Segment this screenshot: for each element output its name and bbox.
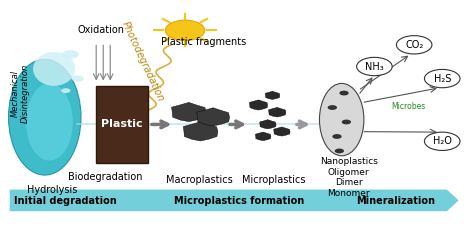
Ellipse shape	[26, 83, 73, 161]
FancyBboxPatch shape	[96, 86, 147, 163]
Text: H₂S: H₂S	[434, 74, 451, 84]
Text: H₂O: H₂O	[433, 136, 452, 146]
Text: Photodegradation: Photodegradation	[120, 20, 166, 103]
Circle shape	[424, 69, 460, 88]
Text: Microplastics: Microplastics	[242, 175, 306, 185]
Text: Oxidation: Oxidation	[77, 25, 124, 35]
Polygon shape	[183, 122, 218, 141]
Polygon shape	[9, 190, 458, 211]
Circle shape	[356, 57, 392, 76]
Polygon shape	[197, 108, 229, 126]
Circle shape	[332, 134, 342, 139]
Polygon shape	[265, 91, 280, 99]
Circle shape	[328, 105, 337, 110]
Circle shape	[396, 36, 432, 54]
Text: Hydrolysis: Hydrolysis	[27, 184, 77, 194]
Text: Initial degradation: Initial degradation	[14, 196, 117, 206]
Polygon shape	[269, 107, 286, 117]
Text: Plastic fragments: Plastic fragments	[161, 37, 246, 47]
Polygon shape	[255, 132, 271, 141]
Text: Macroplastics: Macroplastics	[166, 175, 232, 185]
Circle shape	[339, 91, 349, 95]
Text: Microbes: Microbes	[391, 102, 425, 111]
Text: Biodegradation: Biodegradation	[68, 173, 143, 183]
Text: Mechanical
Disintegration: Mechanical Disintegration	[11, 63, 30, 123]
Text: Mineralization: Mineralization	[356, 196, 435, 206]
Polygon shape	[273, 127, 290, 136]
Text: Plastic: Plastic	[101, 119, 143, 129]
Circle shape	[335, 149, 344, 153]
Circle shape	[61, 88, 71, 93]
Polygon shape	[172, 102, 206, 122]
Circle shape	[165, 20, 205, 41]
Text: Nanoplastics
Oligomer
Dimer
Monomer: Nanoplastics Oligomer Dimer Monomer	[320, 157, 378, 198]
Circle shape	[424, 132, 460, 151]
Ellipse shape	[9, 59, 81, 175]
Polygon shape	[249, 100, 268, 110]
Ellipse shape	[319, 83, 364, 156]
Text: Microplastics formation: Microplastics formation	[173, 196, 304, 206]
Polygon shape	[260, 120, 276, 129]
Text: CO₂: CO₂	[405, 40, 423, 50]
Circle shape	[62, 50, 79, 59]
Ellipse shape	[33, 52, 75, 86]
Circle shape	[342, 120, 351, 124]
Circle shape	[72, 75, 83, 82]
Text: NH₃: NH₃	[365, 61, 384, 71]
